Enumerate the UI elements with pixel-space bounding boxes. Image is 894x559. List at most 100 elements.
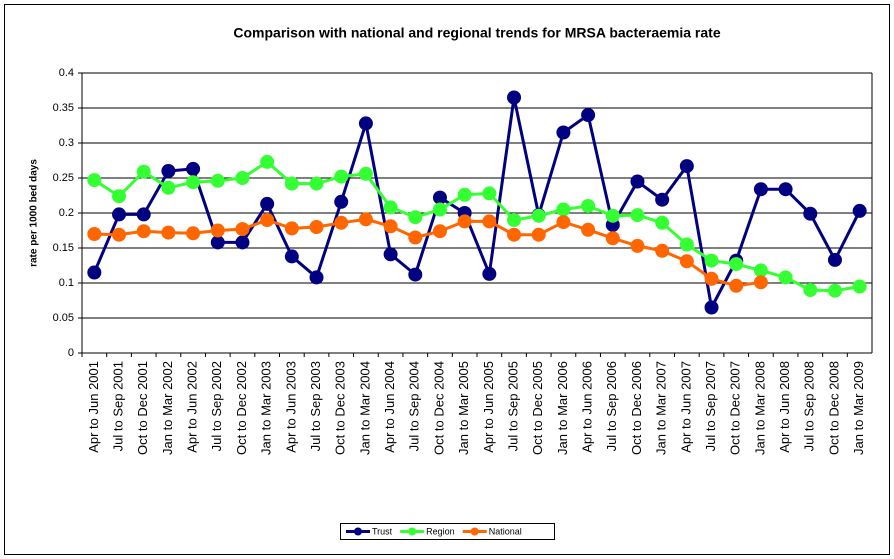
point [408,267,423,282]
point [556,215,571,230]
point [432,224,447,239]
x-tick-label: Jul to Sep 2003 [308,361,323,451]
point [729,257,744,272]
point [581,222,596,237]
x-tick-label: Oct to Dec 2002 [234,361,249,455]
point [235,171,250,185]
x-tick-label: Apr to Jun 2007 [678,361,693,453]
point [284,249,299,264]
legend-label: Trust [372,526,393,536]
x-tick-label: Oct to Dec 2007 [728,361,743,455]
point [605,231,620,246]
x-tick-label: Apr to Jun 2004 [382,361,397,453]
y-tick-label: 0.15 [53,242,74,254]
point [704,271,719,286]
point [482,266,497,281]
point [309,270,324,285]
point [432,190,447,205]
x-tick-label: Jul to Sep 2001 [110,361,125,451]
point [753,275,768,290]
chart-title: Comparison with national and regional tr… [233,25,720,41]
point [852,203,867,218]
point [852,279,867,294]
point [334,194,349,209]
point [112,207,127,222]
x-tick-label: Apr to Jun 2006 [580,361,595,453]
x-tick-label: Oct to Dec 2004 [431,361,446,455]
point [432,202,447,217]
point [778,270,793,285]
point [136,164,151,179]
point [482,186,497,201]
point [334,215,349,230]
point [531,227,546,242]
point [630,238,645,253]
point [655,192,670,207]
legend-label: Region [426,526,455,536]
point [186,226,201,241]
point [507,227,522,242]
x-tick-label: Jan to Mar 2008 [752,361,767,455]
x-tick-label: Jan to Mar 2005 [456,361,471,455]
legend: Trust Region National [340,523,555,540]
y-tick-label: 0.1 [59,277,74,289]
series-line [94,217,762,288]
x-tick-label: Apr to Jun 2003 [283,361,298,453]
x-tick-label: Apr to Jun 2002 [185,361,200,453]
y-tick-label: 0.4 [59,67,74,79]
point [161,225,176,240]
point [309,176,324,191]
point [729,278,744,293]
y-tick-label: 0.3 [59,137,74,149]
point [457,214,472,229]
point [679,237,694,252]
point [87,265,102,280]
y-tick-label: 0.2 [59,207,74,219]
point [457,187,472,202]
point [581,108,596,122]
x-tick-label: Oct to Dec 2006 [629,361,644,455]
point [531,208,546,223]
point [87,227,102,241]
point [655,243,670,258]
point [358,212,373,227]
point [408,210,423,225]
legend-marker [408,527,417,536]
x-tick-label: Jan to Mar 2006 [555,361,570,455]
point [284,221,299,236]
point [408,230,423,245]
point [112,189,127,204]
point [630,208,645,223]
point [507,90,522,105]
x-tick-label: Jul to Sep 2008 [802,361,817,451]
chart-border [4,4,890,555]
point [284,176,299,191]
point [136,207,151,222]
x-tick-label: Jan to Mar 2009 [851,361,866,455]
point [235,222,250,237]
point [507,213,522,227]
point [358,116,373,131]
point [556,125,571,140]
point [161,164,176,178]
point [235,235,250,250]
x-tick-label: Jan to Mar 2007 [654,361,669,455]
x-tick-label: Jan to Mar 2003 [259,361,274,455]
point [383,200,398,215]
point [827,283,842,298]
point [136,224,151,239]
point [704,253,719,268]
x-tick-label: Jan to Mar 2004 [357,361,372,455]
point [260,196,275,211]
y-tick-label: 0 [68,347,74,359]
x-tick-label: Oct to Dec 2005 [530,361,545,455]
point [482,214,497,229]
y-tick-label: 0.35 [53,102,74,114]
x-tick-label: Jan to Mar 2002 [160,361,175,455]
x-tick-label: Jul to Sep 2004 [407,361,422,451]
point [210,223,225,238]
point [655,215,670,230]
x-tick-label: Jul to Sep 2002 [209,361,224,451]
point [210,173,225,188]
